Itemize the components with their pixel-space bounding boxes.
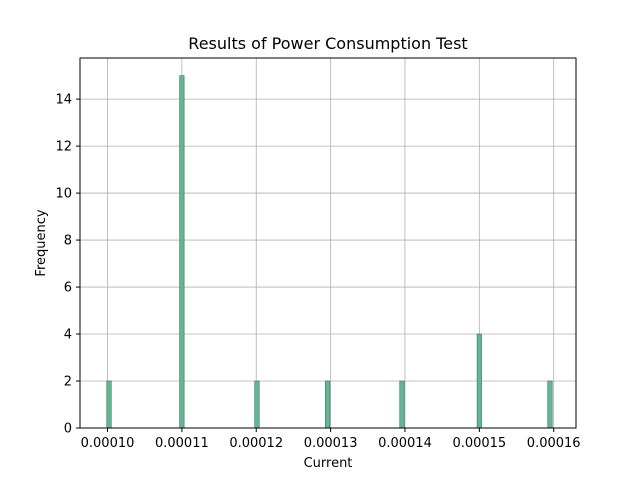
y-tick-label: 14 (55, 93, 72, 108)
grid-layer (80, 58, 576, 429)
histogram-bar (106, 380, 112, 429)
bars-layer (106, 75, 553, 429)
histogram-bar (254, 380, 260, 429)
x-axis-label: Current (304, 456, 353, 471)
y-tick-label: 12 (55, 140, 72, 155)
chart-title: Results of Power Consumption Test (188, 34, 467, 53)
histogram-bar (179, 75, 185, 429)
plot-frame (79, 57, 577, 429)
y-tick-label: 8 (64, 234, 72, 249)
histogram-bar (399, 380, 405, 429)
histogram-bar (476, 333, 482, 429)
x-tick-label: 0.00013 (304, 436, 358, 451)
x-tick-label: 0.00010 (81, 436, 135, 451)
x-tick-label: 0.00016 (527, 436, 581, 451)
ticks-layer: 0.00010 0.00011 0.00012 0.00013 0.00014 0.000… (55, 93, 580, 451)
x-tick-label: 0.00011 (155, 436, 209, 451)
histogram-bar (547, 380, 553, 429)
histogram-bar (325, 380, 331, 429)
y-tick-label: 4 (64, 328, 72, 343)
y-tick-label: 0 (64, 422, 72, 437)
y-tick-label: 10 (55, 187, 72, 202)
y-axis-label: Frequency (34, 209, 49, 276)
y-tick-label: 2 (64, 375, 72, 390)
x-tick-label: 0.00012 (229, 436, 283, 451)
x-tick-label: 0.00015 (452, 436, 506, 451)
x-tick-label: 0.00014 (378, 436, 432, 451)
y-tick-label: 6 (64, 281, 72, 296)
